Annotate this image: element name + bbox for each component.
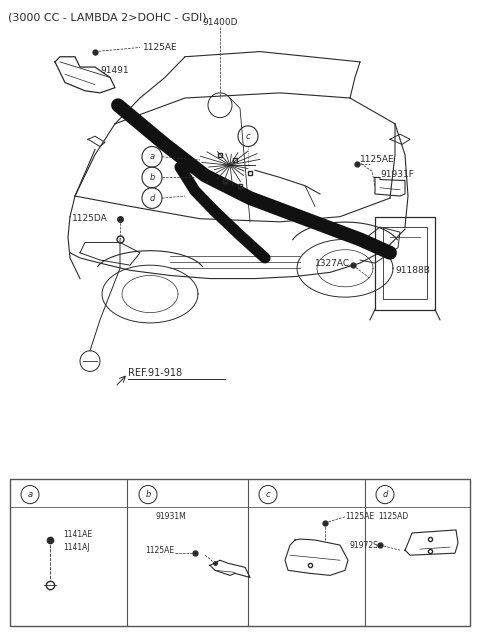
Text: 1125AE: 1125AE [145,546,174,555]
Text: b: b [145,490,151,499]
Text: 91931M: 91931M [155,513,186,522]
Text: 1125AE: 1125AE [143,43,178,52]
Text: REF.91-918: REF.91-918 [128,368,182,378]
Text: 1125AE: 1125AE [345,513,374,522]
Text: b: b [149,173,155,182]
Text: a: a [27,490,33,499]
Text: 1327AC: 1327AC [315,259,350,268]
Text: c: c [246,132,250,141]
Bar [375,217,435,310]
Text: 91972S: 91972S [350,541,379,550]
Text: (3000 CC - LAMBDA 2>DOHC - GDI): (3000 CC - LAMBDA 2>DOHC - GDI) [8,12,206,22]
Text: 91491: 91491 [100,66,129,74]
Text: d: d [382,490,388,499]
Text: c: c [266,490,270,499]
Text: 1125AE: 1125AE [360,155,395,165]
Text: a: a [149,153,155,162]
Text: d: d [149,193,155,203]
Text: 91931F: 91931F [380,170,414,179]
Text: 91188B: 91188B [395,266,430,275]
Text: 1141AE: 1141AE [63,530,92,539]
Bar [383,227,427,299]
Text: 91400D: 91400D [202,18,238,27]
Text: 1125DA: 1125DA [72,214,108,223]
Bar [10,480,470,626]
Text: 1125AD: 1125AD [378,513,408,522]
Text: 1141AJ: 1141AJ [63,543,90,551]
